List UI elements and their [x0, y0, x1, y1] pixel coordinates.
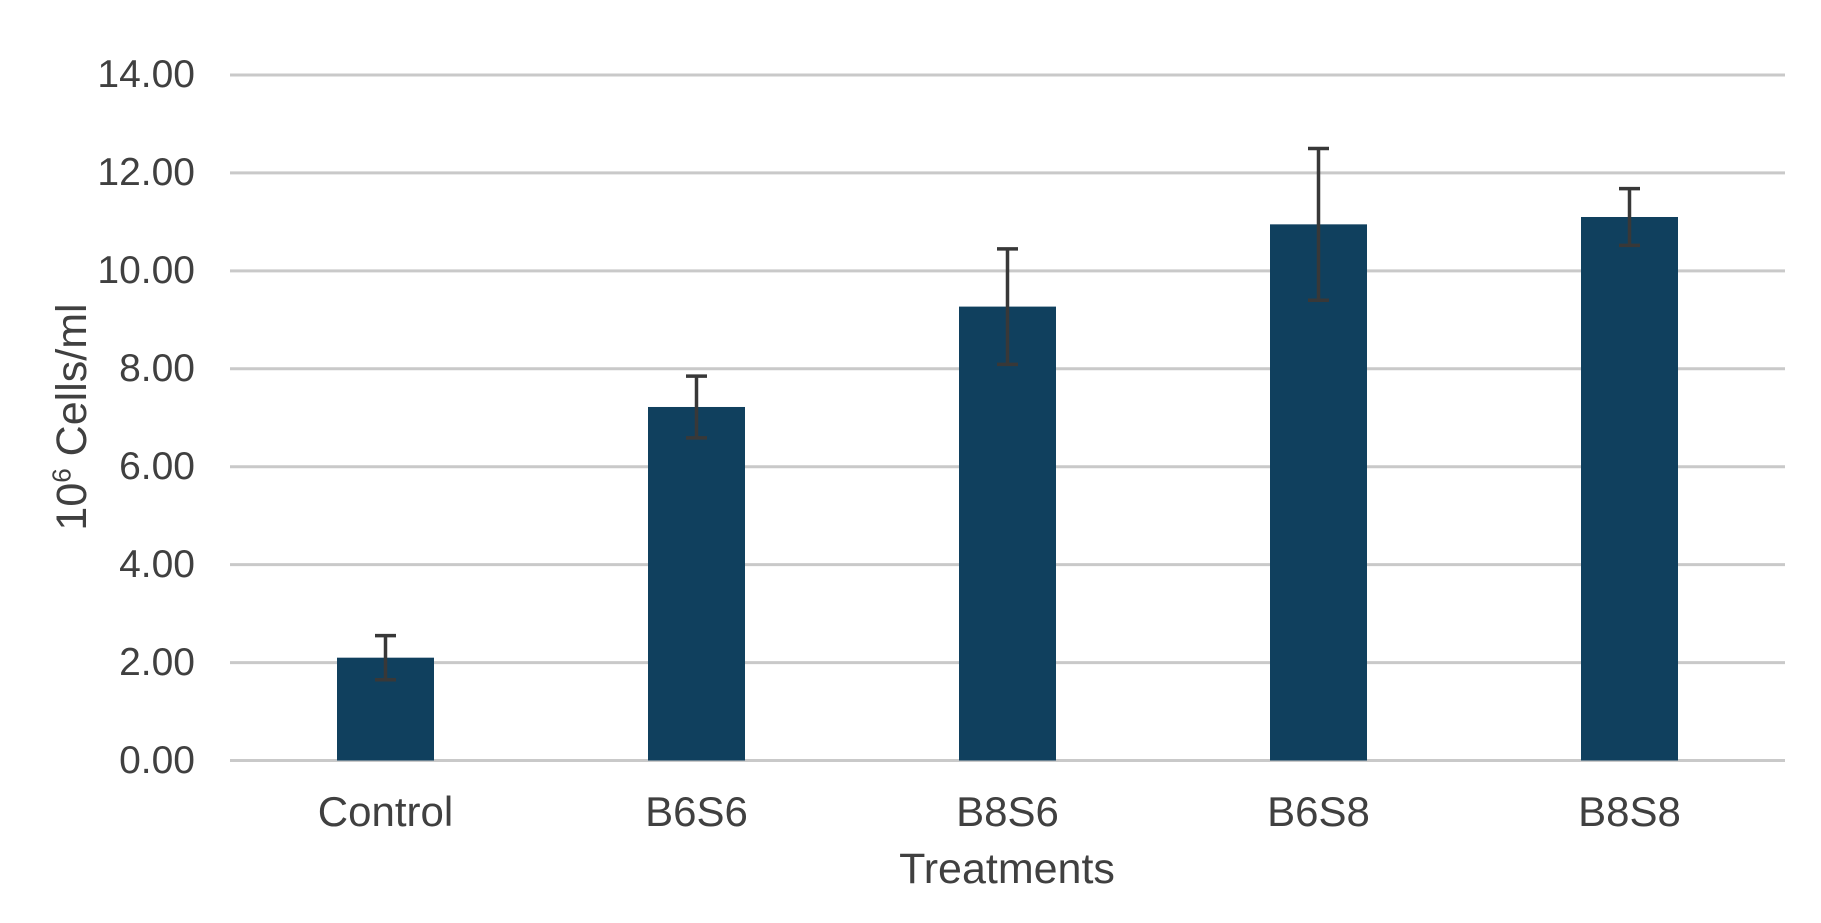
- x-category-label-b6s6: B6S6: [645, 788, 748, 835]
- bar-b6s6: [648, 406, 745, 761]
- x-category-label-b8s6: B8S6: [956, 788, 1059, 835]
- y-axis-title: 106 Cells/ml: [47, 303, 97, 530]
- y-tick-label-4: 4.00: [119, 542, 195, 586]
- y-axis-title-rest: Cells/ml: [48, 303, 96, 469]
- x-category-label-control: Control: [317, 788, 454, 835]
- y-tick-label-10: 10.00: [97, 248, 195, 292]
- bar-b6s8: [1270, 224, 1367, 761]
- x-category-label-b8s8: B8S8: [1578, 788, 1681, 835]
- y-tick-label-14: 14.00: [97, 53, 195, 96]
- y-axis-title-superscript: 6: [46, 468, 77, 483]
- y-tick-label-8: 8.00: [119, 346, 195, 390]
- bar-b8s8: [1581, 216, 1678, 761]
- y-axis-title-base: 10: [48, 482, 96, 531]
- x-axis-title: Treatments: [899, 845, 1115, 893]
- bar-b8s6: [959, 306, 1056, 761]
- y-tick-label-2: 2.00: [119, 640, 195, 684]
- x-category-label-b6s8: B6S8: [1267, 788, 1370, 835]
- y-tick-label-6: 6.00: [119, 444, 195, 488]
- y-tick-label-0: 0.00: [119, 738, 195, 782]
- y-tick-label-12: 12.00: [97, 150, 195, 194]
